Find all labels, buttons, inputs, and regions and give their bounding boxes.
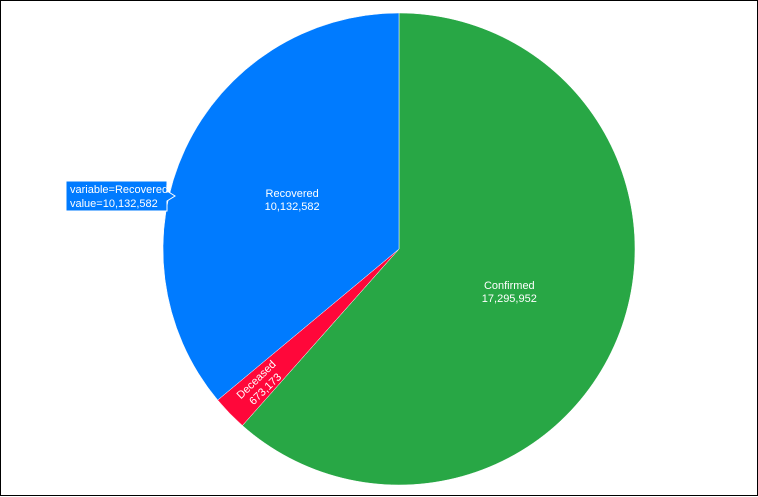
pie-slice-recovered[interactable] (162, 12, 400, 401)
hover-tooltip: variable=Recovered value=10,132,582 (65, 180, 176, 212)
tooltip-line-value: value=10,132,582 (70, 198, 158, 210)
slice-label-confirmed: Confirmed 17,295,952 (482, 280, 537, 305)
tooltip-line-variable: variable=Recovered (70, 184, 168, 196)
slice-label-recovered: Recovered 10,132,582 (265, 188, 320, 213)
pie-slice-confirmed[interactable] (242, 12, 636, 486)
tooltip-box (65, 180, 176, 212)
pie-slices (162, 12, 636, 486)
